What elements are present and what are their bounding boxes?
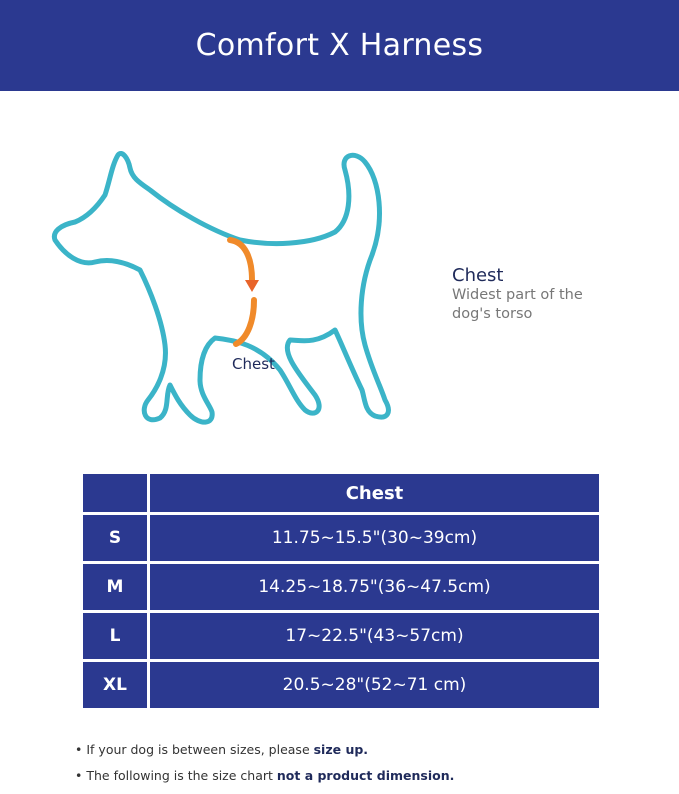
title-banner: Comfort X Harness xyxy=(0,0,679,91)
measurement-info: Chest Widest part of the dog's torso xyxy=(452,265,602,324)
header-cell-chest: Chest xyxy=(150,474,599,512)
chest-arrow-bottom xyxy=(233,297,257,347)
measurement-description: Widest part of the dog's torso xyxy=(452,287,583,322)
chest-cell: 14.25~18.75"(36~47.5cm) xyxy=(150,564,599,610)
size-cell: M xyxy=(83,564,147,610)
dog-outline-diagram xyxy=(51,151,391,425)
table-row: XL 20.5~28"(52~71 cm) xyxy=(83,662,599,708)
measurement-title: Chest xyxy=(452,265,504,286)
header-cell-size xyxy=(83,474,147,512)
size-cell: L xyxy=(83,613,147,659)
dog-outline xyxy=(51,151,391,425)
table-row: M 14.25~18.75"(36~47.5cm) xyxy=(83,564,599,610)
size-chart-table: Chest S 11.75~15.5"(30~39cm) M 14.25~18.75… xyxy=(80,471,602,711)
page-title: Comfort X Harness xyxy=(195,28,484,63)
table-header-row: Chest xyxy=(83,474,599,512)
note-text: If your dog is between sizes, please xyxy=(86,742,314,757)
chest-arrow-top xyxy=(227,237,255,283)
notes: • If your dog is between sizes, please s… xyxy=(75,742,454,794)
note-emphasis: not a product dimension. xyxy=(276,768,455,783)
size-cell: S xyxy=(83,515,147,561)
note-text: The following is the size chart xyxy=(86,768,277,783)
size-cell: XL xyxy=(83,662,147,708)
note-emphasis: size up. xyxy=(313,742,369,757)
diagram-chest-label: Chest xyxy=(232,355,275,373)
chest-arrow-head xyxy=(245,280,259,292)
note-item: • If your dog is between sizes, please s… xyxy=(75,742,369,757)
chest-cell: 17~22.5"(43~57cm) xyxy=(150,613,599,659)
note-item: • The following is the size chart not a … xyxy=(75,768,455,783)
table-row: L 17~22.5"(43~57cm) xyxy=(83,613,599,659)
chest-cell: 11.75~15.5"(30~39cm) xyxy=(150,515,599,561)
table-row: S 11.75~15.5"(30~39cm) xyxy=(83,515,599,561)
chest-cell: 20.5~28"(52~71 cm) xyxy=(150,662,599,708)
